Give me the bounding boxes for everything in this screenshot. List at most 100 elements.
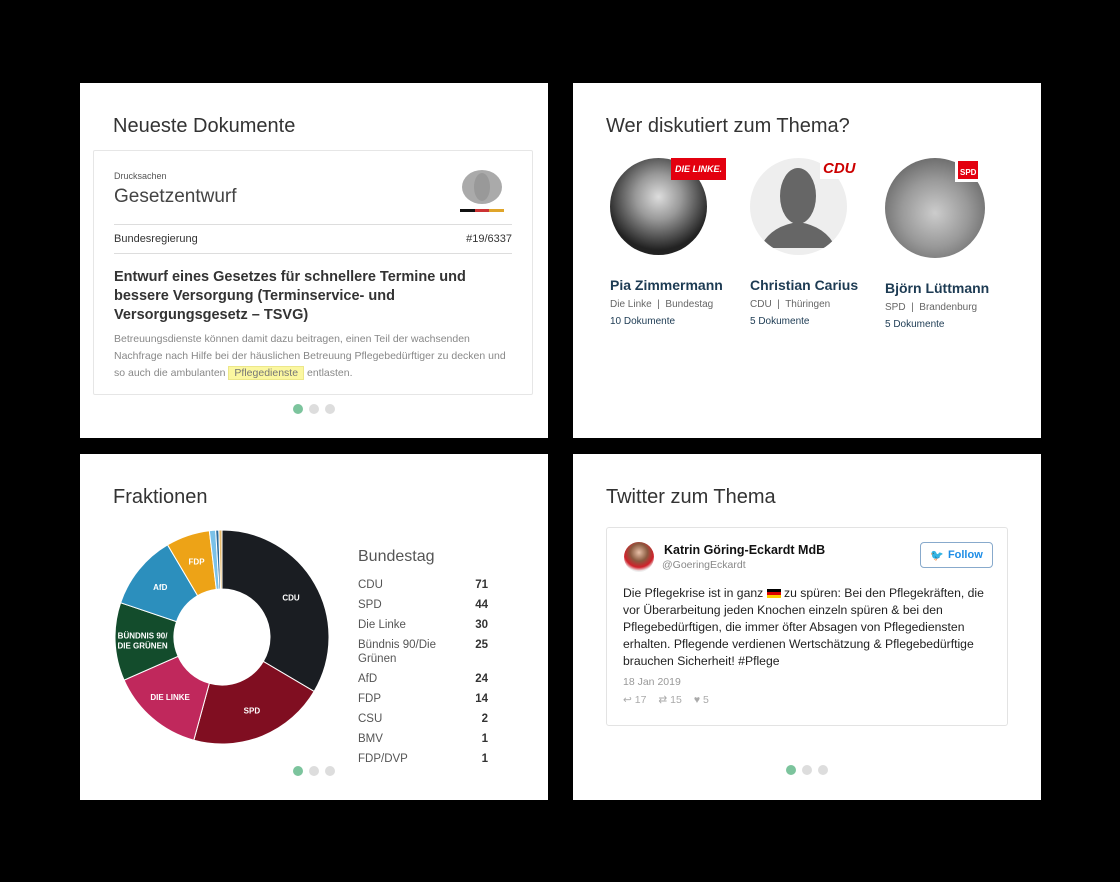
document-abstract: Betreuungsdienste können damit dazu beit… <box>114 331 512 382</box>
divider <box>114 253 512 254</box>
tweet-text: Die Pflegekrise ist in ganz zu spüren: B… <box>623 585 991 670</box>
person-docs-link[interactable]: 5 Dokumente <box>750 316 810 327</box>
document-kind: Drucksachen <box>114 171 167 181</box>
heart-icon: ♥ <box>693 694 701 706</box>
donut-slice-cdu[interactable] <box>221 529 330 693</box>
reply-icon: ↩ <box>623 694 632 706</box>
person-name: Pia Zimmermann <box>610 277 723 293</box>
carousel-dot[interactable] <box>325 404 335 414</box>
reply-count: 17 <box>634 694 647 706</box>
donut-slice-spd[interactable] <box>193 660 315 745</box>
tweet-date[interactable]: 18 Jan 2019 <box>623 676 681 688</box>
faction-seats: 2 <box>481 713 488 725</box>
carousel-dot[interactable] <box>325 766 335 776</box>
faction-row: FDP/DVP 1 <box>358 752 488 766</box>
faction-name: FDP <box>358 693 381 705</box>
tweet-text-part: zu spüren: Bei den Pflegekräften, die vo… <box>623 586 984 668</box>
like-button[interactable]: ♥ 5 <box>694 694 709 707</box>
tweet-embed: Katrin Göring-Eckardt MdB @GoeringEckard… <box>606 527 1008 726</box>
faction-name: CSU <box>358 713 383 725</box>
donut-slice-label: FDP <box>189 558 206 567</box>
faction-seats: 44 <box>475 599 488 611</box>
card-title: Neueste Dokumente <box>113 115 296 137</box>
tweet-actions: ↩ 17 ⇄ 15 ♥ 5 <box>623 694 991 707</box>
person-meta: SPD | Brandenburg <box>885 302 978 313</box>
faction-seats: 1 <box>481 753 488 765</box>
person-docs-link[interactable]: 10 Dokumente <box>610 316 676 327</box>
document-source: Bundesregierung <box>114 233 198 245</box>
faction-row: FDP 14 <box>358 692 488 706</box>
person-name: Christian Carius <box>750 277 859 293</box>
faction-row: AfD 24 <box>358 672 488 686</box>
faction-name: CDU <box>358 579 383 591</box>
carousel-dot[interactable] <box>802 765 812 775</box>
faction-name: Die Linke <box>358 619 406 631</box>
tweet-text-part: Die Pflegekrise ist in ganz <box>623 586 764 600</box>
carousel-dot[interactable] <box>309 766 319 776</box>
carousel-dot[interactable] <box>293 766 303 776</box>
tweet-author-avatar <box>624 542 654 572</box>
abstract-text: entlasten. <box>306 367 353 379</box>
faction-seats: 25 <box>475 639 488 651</box>
person-item[interactable]: CDU Christian Carius CDU | Thüringen 5 D… <box>750 158 880 327</box>
reply-button[interactable]: ↩ 17 <box>623 694 646 707</box>
carousel-dots <box>293 404 335 414</box>
documents-card: Neueste Dokumente Drucksachen Gesetzentw… <box>80 83 548 438</box>
table-title: Bundestag <box>358 548 435 565</box>
card-title: Wer diskutiert zum Thema? <box>606 115 850 137</box>
tweet-author-name[interactable]: Katrin Göring-Eckardt MdB <box>664 543 826 557</box>
retweet-count: 15 <box>670 694 682 706</box>
people-card: Wer diskutiert zum Thema? DIE LINKE. Pia… <box>573 83 1041 438</box>
abstract-text: Betreuungsdienste können damit dazu beit… <box>114 333 506 379</box>
person-item[interactable]: DIE LINKE. Pia Zimmermann Die Linke | Bu… <box>610 158 740 327</box>
person-meta: CDU | Thüringen <box>750 299 831 310</box>
faction-name: AfD <box>358 673 378 685</box>
card-title: Twitter zum Thema <box>606 486 776 508</box>
faction-donut-chart: CDU SPD DIE LINKE BÜNDNIS 90/DIE GRÜNEN AfD F… <box>114 529 330 745</box>
person-meta: Die Linke | Bundestag <box>610 299 714 310</box>
faction-name: FDP/DVP <box>358 753 408 765</box>
like-count: 5 <box>703 694 709 706</box>
faction-row: BMV 1 <box>358 732 488 746</box>
faction-seats: 14 <box>475 693 488 705</box>
document-number: #19/6337 <box>466 233 512 245</box>
person-item[interactable]: SPD Björn Lüttmann SPD | Brandenburg 5 D… <box>885 158 1015 330</box>
donut-slice-label: AfD <box>153 583 167 592</box>
carousel-dot[interactable] <box>293 404 303 414</box>
document-headline[interactable]: Entwurf eines Gesetzes für schnellere Te… <box>114 269 466 323</box>
document-meta-row: Bundesregierung #19/6337 <box>114 225 512 253</box>
donut-slice-label: CDU <box>282 594 300 603</box>
party-badge-spd: SPD <box>958 161 979 179</box>
faction-seats: 1 <box>481 733 488 745</box>
faction-row: Bündnis 90/Die Grünen 25 <box>358 638 488 666</box>
retweet-button[interactable]: ⇄ 15 <box>658 694 681 707</box>
faction-row: CDU 71 <box>358 578 488 592</box>
faction-name: BMV <box>358 733 383 745</box>
factions-card: Fraktionen CDU SPD DIE LINKE BÜNDNIS 90/DIE… <box>80 454 548 800</box>
donut-slice-fdp-dvp[interactable] <box>218 529 223 590</box>
divider <box>114 224 512 225</box>
carousel-dot[interactable] <box>309 404 319 414</box>
donut-slice-label: SPD <box>244 707 261 716</box>
faction-row: CSU 2 <box>358 712 488 726</box>
retweet-icon: ⇄ <box>658 694 668 706</box>
faction-row: SPD 44 <box>358 598 488 612</box>
follow-button[interactable]: 🐦 Follow <box>920 542 993 568</box>
twitter-bird-icon: 🐦 <box>930 549 944 562</box>
faction-name: Bündnis 90/Die Grünen <box>358 639 436 665</box>
carousel-dot[interactable] <box>818 765 828 775</box>
tweet-handle[interactable]: @GoeringEckardt <box>662 559 746 571</box>
donut-slice-label: BÜNDNIS 90/DIE GRÜNEN <box>117 632 168 651</box>
donut-slice-label: DIE LINKE <box>150 693 190 702</box>
person-docs-link[interactable]: 5 Dokumente <box>885 319 945 330</box>
german-flag-icon <box>766 589 781 599</box>
twitter-card: Twitter zum Thema Katrin Göring-Eckardt … <box>573 454 1041 800</box>
highlight-term: Pflegedienste <box>228 366 305 380</box>
person-name: Björn Lüttmann <box>885 280 990 296</box>
document-item[interactable]: Drucksachen Gesetzentwurf Bundesregierun… <box>93 150 533 395</box>
party-badge-cdu: CDU <box>820 158 859 179</box>
carousel-dots <box>293 766 335 776</box>
card-title: Fraktionen <box>113 486 208 508</box>
carousel-dot[interactable] <box>786 765 796 775</box>
faction-table: Bundestag CDU 71 SPD 44 Die Linke 30 Bündnis 9… <box>358 548 488 772</box>
